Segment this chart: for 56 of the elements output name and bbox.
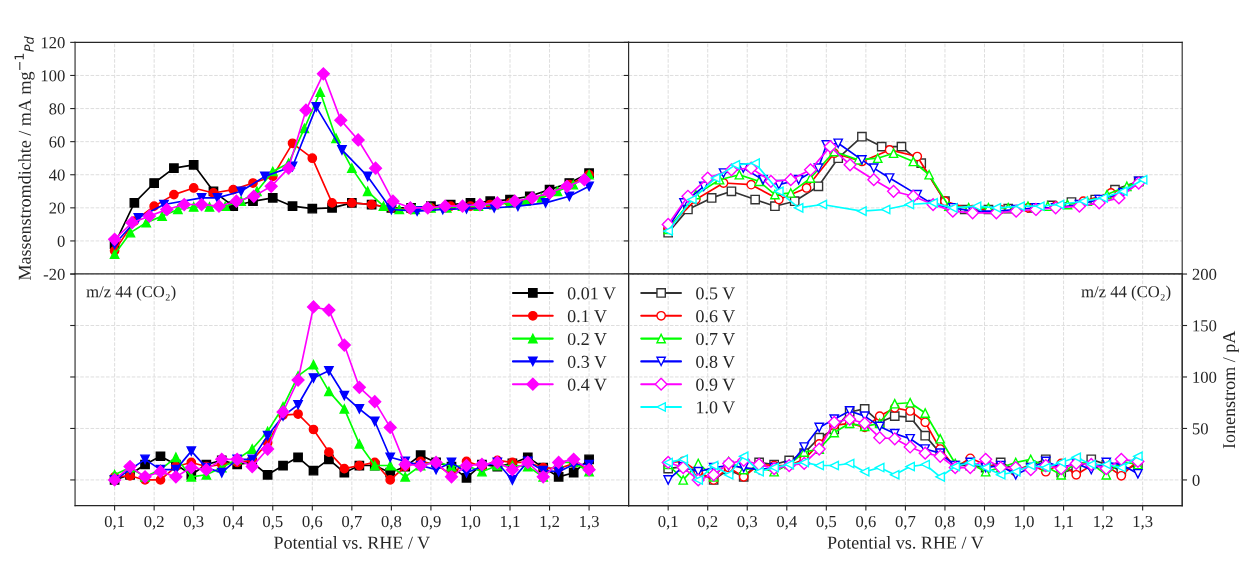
x-tick-label: 0,2 xyxy=(697,515,718,530)
x-tick-label: 1,0 xyxy=(1015,515,1034,530)
x-axis-title: Potential vs. RHE / V xyxy=(274,536,430,549)
y2-tick-label: 100 xyxy=(1193,371,1217,383)
x-tick-label: 0,6 xyxy=(302,515,323,530)
legend-label: 0.2 V xyxy=(567,332,607,346)
x-tick-label: 0,5 xyxy=(262,515,283,530)
legend-label: 0.01 V xyxy=(567,287,616,300)
y-tick-label: 0 xyxy=(57,235,65,247)
y-tick-label: 60 xyxy=(49,136,65,148)
x-tick-label: 0,6 xyxy=(856,515,876,530)
legend-label: 0.8 V xyxy=(696,355,736,368)
x-tick-label: 0,4 xyxy=(777,515,797,530)
legend-label: 0.7 V xyxy=(696,332,736,346)
x-tick-label: 0,1 xyxy=(658,515,678,530)
y-tick-label: -20 xyxy=(43,268,65,280)
annotation: m/z 44 (CO₂) xyxy=(86,285,176,301)
x-tick-label: 1,2 xyxy=(1094,515,1113,530)
y-axis-title: Massenstromdichte / mA mg$^{−1}$$_{Pd}$ xyxy=(14,36,35,281)
x-tick-label: 0,3 xyxy=(737,515,758,530)
x-tick-label: 0,2 xyxy=(144,515,164,530)
y-tick-label: 20 xyxy=(49,202,65,214)
x-tick-label: 0,7 xyxy=(342,515,362,530)
y-tick-label: 80 xyxy=(49,103,65,115)
x-tick-label: 1,1 xyxy=(501,515,520,530)
legend-label: 0.9 V xyxy=(696,378,736,391)
annotation: m/z 44 (CO₂) xyxy=(1081,285,1171,301)
y2-tick-label: 200 xyxy=(1192,268,1217,280)
y2-tick-label: 150 xyxy=(1193,320,1217,332)
x-tick-label: 0,8 xyxy=(381,515,402,530)
x-tick-label: 0,5 xyxy=(816,515,837,530)
x-tick-label: 1,2 xyxy=(540,515,560,530)
y-tick-label: 120 xyxy=(41,37,65,49)
x-tick-label: 1,3 xyxy=(580,515,599,530)
x-axis-title: Potential vs. RHE / V xyxy=(827,536,984,549)
legend-label: 0.6 V xyxy=(696,310,736,323)
legend-label: 0.1 V xyxy=(567,310,607,323)
y-tick-label: 40 xyxy=(49,169,65,181)
legend-label: 1.0 V xyxy=(697,401,736,414)
x-tick-label: 0,3 xyxy=(183,515,204,530)
x-tick-label: 1,3 xyxy=(1133,515,1153,530)
x-tick-label: 0,4 xyxy=(223,515,244,530)
legend-label: 0.3 V xyxy=(567,355,607,368)
y2-axis-title: Ionenstrom / pA xyxy=(1223,330,1239,449)
x-tick-label: 0,9 xyxy=(974,515,995,530)
x-tick-label: 0,1 xyxy=(104,515,125,530)
y2-tick-label: 0 xyxy=(1192,474,1200,486)
x-tick-label: 0,9 xyxy=(421,515,441,530)
y2-tick-label: 50 xyxy=(1192,423,1208,435)
legend-label: 0.5 V xyxy=(696,287,736,300)
x-tick-label: 1,1 xyxy=(1054,515,1073,530)
y-tick-label: 100 xyxy=(41,70,65,82)
x-tick-label: 1,0 xyxy=(461,515,481,530)
x-tick-label: 0,7 xyxy=(895,515,916,530)
legend-label: 0.4 V xyxy=(567,378,607,391)
x-tick-label: 0,8 xyxy=(935,515,955,530)
